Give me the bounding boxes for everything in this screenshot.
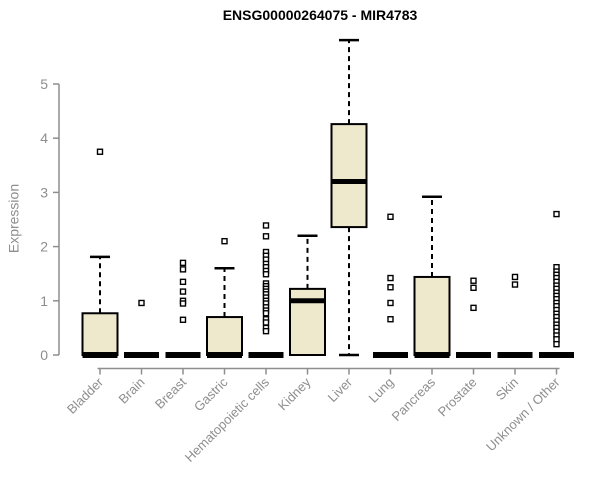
y-tick-label: 4	[40, 130, 48, 146]
box-3	[206, 316, 243, 356]
median-bar-2	[165, 352, 201, 358]
x-category-label: Brain	[116, 375, 148, 407]
median-bar-8	[414, 352, 450, 358]
x-category-label: Lung	[366, 375, 397, 406]
y-tick-label: 5	[40, 76, 48, 92]
outlier-point	[179, 259, 187, 267]
outlier-point	[179, 278, 187, 286]
box-8	[413, 275, 451, 356]
outlier-point	[387, 316, 394, 323]
outlier-point	[511, 281, 519, 288]
x-category-label: Breast	[152, 374, 189, 411]
outlier-point	[262, 327, 270, 335]
outlier-point	[262, 233, 270, 240]
outlier-point	[387, 274, 394, 282]
outlier-point	[262, 222, 270, 229]
outlier-point	[179, 316, 187, 323]
outlier-point	[262, 319, 270, 326]
outlier-point	[470, 284, 477, 291]
x-category-label: Prostate	[435, 375, 480, 420]
outlier-point	[179, 300, 187, 307]
median-bar-7	[373, 352, 408, 358]
median-bar-4	[248, 352, 284, 358]
x-category-label: Skin	[493, 375, 521, 403]
outlier-point	[553, 210, 560, 218]
outlier-point	[179, 266, 187, 273]
x-category-label: Bladder	[64, 374, 107, 417]
x-category-label: Liver	[325, 374, 356, 405]
box-0	[81, 312, 119, 356]
y-tick-label: 2	[40, 239, 48, 255]
y-tick-label: 0	[40, 347, 48, 363]
median-bar-9	[456, 352, 491, 358]
outlier-point	[138, 299, 145, 307]
y-tick-label: 3	[40, 184, 48, 200]
x-category-label: Unknown / Other	[483, 374, 563, 454]
median-bar-11	[539, 352, 574, 358]
median-bar-10	[497, 352, 533, 358]
chart-title: ENSG00000264075 - MIR4783	[222, 7, 418, 23]
outlier-point	[387, 299, 394, 307]
outlier-point	[553, 340, 560, 348]
outlier-point	[387, 213, 394, 220]
outlier-point	[262, 271, 270, 278]
outlier-point	[387, 284, 394, 291]
median-bar-3	[207, 352, 242, 358]
outlier-point	[511, 273, 519, 281]
x-category-label: Gastric	[191, 374, 231, 414]
median-bar-1	[124, 352, 159, 358]
outlier-point	[179, 288, 187, 295]
box-6	[330, 123, 368, 229]
outlier-point	[96, 148, 104, 155]
outlier-point	[470, 277, 477, 284]
median-bar-0	[82, 352, 118, 358]
x-category-label: Pancreas	[389, 374, 439, 424]
outlier-point	[470, 304, 477, 312]
outlier-point	[221, 237, 228, 245]
x-category-label: Kidney	[275, 374, 314, 413]
y-tick-label: 1	[40, 293, 48, 309]
outlier-point	[262, 310, 270, 317]
